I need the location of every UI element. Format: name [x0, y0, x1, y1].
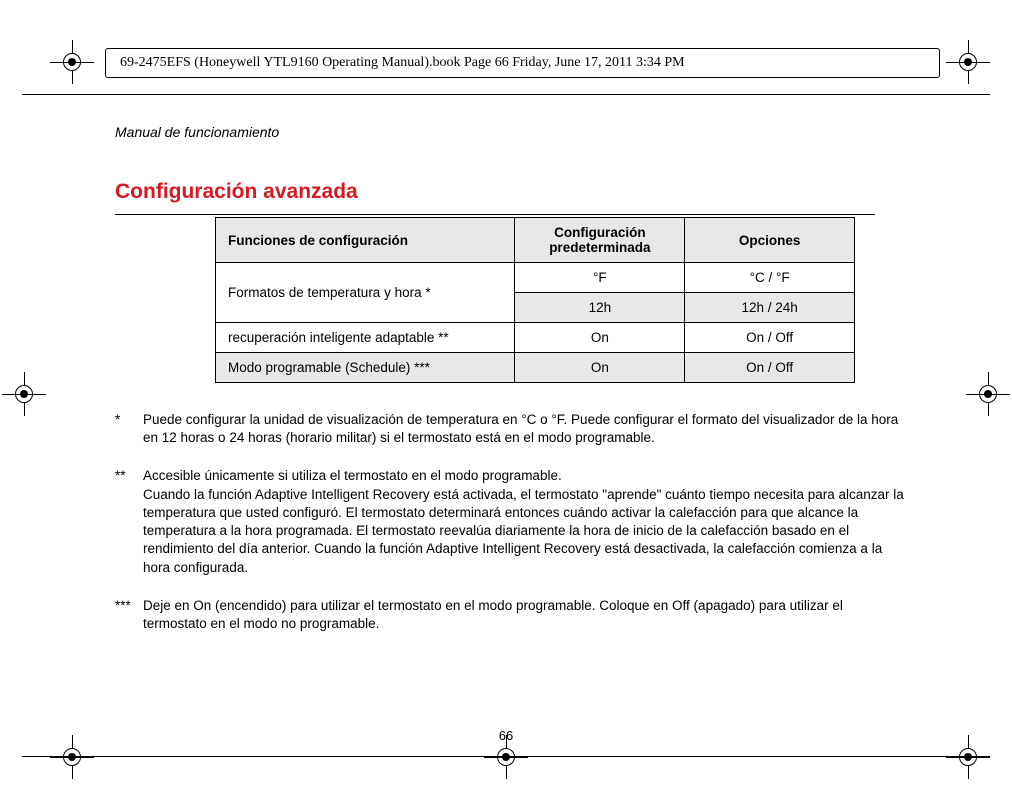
cell-default: On	[515, 323, 685, 353]
frame-line-bottom	[22, 756, 990, 757]
footnote: * Puede configurar la unidad de visualiz…	[115, 411, 905, 447]
cell-default: 12h	[515, 293, 685, 323]
footnote-text: Deje en On (encendido) para utilizar el …	[143, 597, 905, 633]
config-table: Funciones de configuración Configuración…	[215, 217, 855, 383]
cell-options: On / Off	[685, 353, 855, 383]
cell-default: On	[515, 353, 685, 383]
cell-options: °C / °F	[685, 263, 855, 293]
reg-mark-top-right	[946, 40, 990, 84]
cell-options: On / Off	[685, 323, 855, 353]
col-header-functions: Funciones de configuración	[216, 218, 515, 263]
cell-label: recuperación inteligente adaptable **	[216, 323, 515, 353]
footnotes: * Puede configurar la unidad de visualiz…	[115, 411, 905, 633]
table-row: Modo programable (Schedule) *** On On / …	[216, 353, 855, 383]
manual-label: Manual de funcionamiento	[115, 124, 915, 140]
section-title: Configuración avanzada	[115, 180, 915, 204]
reg-mark-top-left	[50, 40, 94, 84]
table-row: Formatos de temperatura y hora * °F °C /…	[216, 263, 855, 293]
footnote-mark: **	[115, 467, 143, 576]
page-content: Manual de funcionamiento Configuración a…	[115, 124, 915, 653]
reg-mark-right	[966, 372, 1010, 416]
footnote-text: Puede configurar la unidad de visualizac…	[143, 411, 905, 447]
footnote: ** Accesible únicamente si utiliza el te…	[115, 467, 905, 576]
page-header-box: 69-2475EFS (Honeywell YTL9160 Operating …	[105, 48, 940, 78]
footnote-mark: ***	[115, 597, 143, 633]
frame-line-top	[22, 94, 990, 95]
footnote-mark: *	[115, 411, 143, 447]
page-number: 66	[0, 728, 1012, 743]
page-header-text: 69-2475EFS (Honeywell YTL9160 Operating …	[120, 55, 685, 71]
cell-default: °F	[515, 263, 685, 293]
reg-mark-left	[2, 372, 46, 416]
footnote-text: Accesible únicamente si utiliza el termo…	[143, 467, 905, 576]
section-title-rule	[115, 214, 875, 215]
cell-options: 12h / 24h	[685, 293, 855, 323]
cell-label: Modo programable (Schedule) ***	[216, 353, 515, 383]
cell-label: Formatos de temperatura y hora *	[216, 263, 515, 323]
col-header-default: Configuración predeterminada	[515, 218, 685, 263]
table-header-row: Funciones de configuración Configuración…	[216, 218, 855, 263]
footnote: *** Deje en On (encendido) para utilizar…	[115, 597, 905, 633]
table-row: recuperación inteligente adaptable ** On…	[216, 323, 855, 353]
col-header-options: Opciones	[685, 218, 855, 263]
